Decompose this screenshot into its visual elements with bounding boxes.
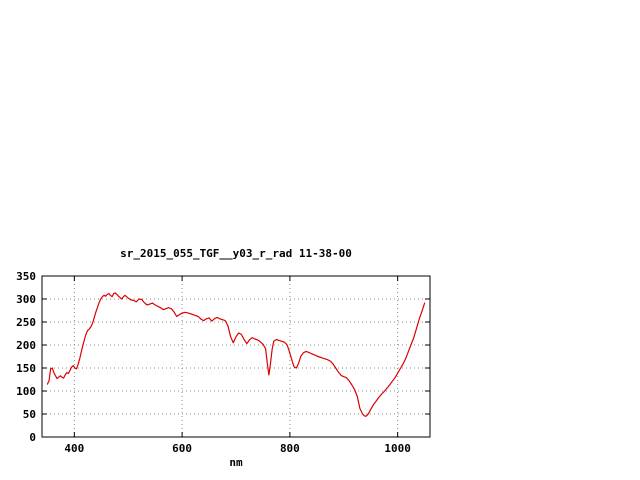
y-tick-label: 50 — [23, 408, 36, 421]
plot-border — [41, 275, 431, 438]
x-tick-label: 400 — [64, 442, 84, 455]
chart-title: sr_2015_055_TGF__y03_r_rad 11-38-00 — [120, 247, 352, 260]
y-tick-label: 150 — [16, 362, 36, 375]
data-series-line — [46, 292, 426, 417]
y-tick-label: 100 — [16, 385, 36, 398]
y-tick-label: 250 — [16, 316, 36, 329]
x-tick-label: 600 — [172, 442, 192, 455]
x-axis-label: nm — [229, 456, 243, 469]
y-tick-label: 0 — [29, 431, 36, 444]
x-tick-label: 800 — [280, 442, 300, 455]
y-tick-label: 350 — [16, 270, 36, 283]
y-tick-label: 200 — [16, 339, 36, 352]
y-tick-label: 300 — [16, 293, 36, 306]
x-tick-label: 1000 — [384, 442, 411, 455]
